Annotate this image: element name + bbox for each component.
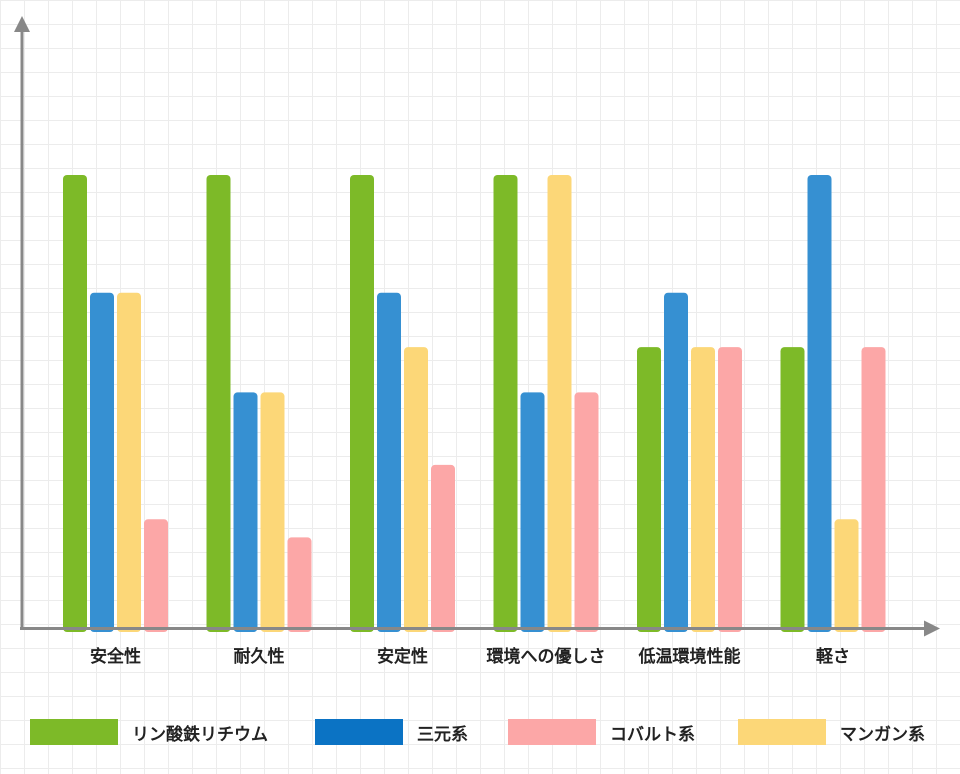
legend-label: リン酸鉄リチウム xyxy=(132,724,268,745)
bar-lfp-0 xyxy=(63,174,87,632)
legend-swatch xyxy=(738,719,826,745)
bar-manganese-0 xyxy=(117,292,141,632)
legend-item-cobalt: コバルト系 xyxy=(508,712,695,752)
bar-ternary-1 xyxy=(233,392,258,632)
bar-cobalt-3 xyxy=(574,392,599,632)
bar-cobalt-2 xyxy=(431,464,455,632)
bar-manganese-4 xyxy=(691,347,715,632)
bar-ternary-0 xyxy=(90,292,114,632)
bar-cobalt-4 xyxy=(718,347,742,632)
bars-group xyxy=(63,174,886,632)
legend: リン酸鉄リチウム 三元系 コバルト系 マンガン系 xyxy=(0,712,960,752)
legend-item-lfp: リン酸鉄リチウム xyxy=(30,712,268,752)
bar-manganese-2 xyxy=(404,347,428,632)
legend-label: コバルト系 xyxy=(610,724,695,745)
bar-chart: 安全性 耐久性 安定性 環境への優しさ 低温環境性能 軽さ xyxy=(14,16,940,667)
bar-ternary-3 xyxy=(520,392,545,632)
bar-lfp-3 xyxy=(493,174,518,632)
x-tick-label: 軽さ xyxy=(816,646,850,667)
bar-lfp-2 xyxy=(350,174,374,632)
bar-lfp-4 xyxy=(637,347,661,632)
x-tick-label: 安全性 xyxy=(90,646,141,667)
bar-ternary-5 xyxy=(807,174,832,632)
legend-swatch xyxy=(508,719,596,745)
x-tick-label: 安定性 xyxy=(377,646,428,667)
bar-lfp-1 xyxy=(206,174,231,632)
x-axis-arrow xyxy=(924,620,940,637)
x-tick-label: 低温環境性能 xyxy=(638,646,741,667)
bar-manganese-5 xyxy=(834,519,859,632)
legend-item-manganese: マンガン系 xyxy=(738,712,925,752)
legend-swatch xyxy=(30,719,118,745)
bar-cobalt-1 xyxy=(287,537,312,632)
bar-cobalt-5 xyxy=(861,347,886,632)
bar-cobalt-0 xyxy=(144,519,168,632)
x-tick-label: 環境への優しさ xyxy=(487,646,606,667)
x-tick-labels: 安全性 耐久性 安定性 環境への優しさ 低温環境性能 軽さ xyxy=(90,646,850,667)
legend-swatch xyxy=(315,719,403,745)
legend-label: 三元系 xyxy=(417,724,468,745)
bar-lfp-5 xyxy=(780,347,805,632)
bar-ternary-4 xyxy=(664,292,688,632)
y-axis-arrow xyxy=(14,16,30,32)
legend-item-ternary: 三元系 xyxy=(315,712,468,752)
bar-ternary-2 xyxy=(377,292,401,632)
bar-manganese-3 xyxy=(547,174,572,632)
legend-label: マンガン系 xyxy=(840,724,925,745)
x-tick-label: 耐久性 xyxy=(234,646,285,667)
bar-manganese-1 xyxy=(260,392,285,632)
